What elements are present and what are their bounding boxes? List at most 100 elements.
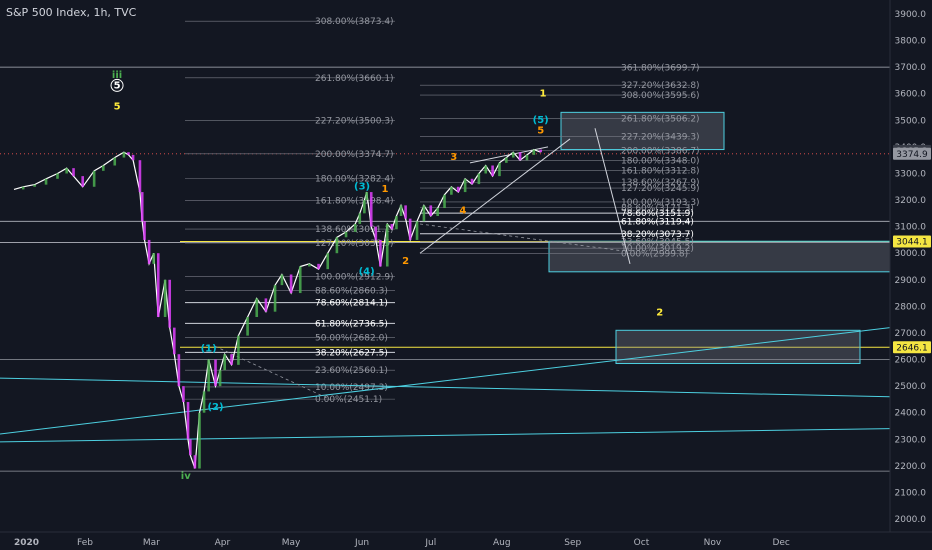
- y-tick-label: 3300.0: [895, 169, 927, 179]
- y-tick-label: 3900.0: [895, 10, 927, 20]
- target-zone-mid: [548, 240, 891, 273]
- price-candle: [237, 335, 240, 365]
- price-candle: [363, 200, 366, 214]
- price-candle: [374, 226, 378, 240]
- price-candle: [477, 173, 481, 185]
- projection-line: [594, 128, 631, 264]
- channel-line: [0, 377, 891, 398]
- price-candle: [81, 176, 84, 187]
- fib-right-label: 227.20%(3439.3): [621, 133, 700, 143]
- price-candle: [273, 285, 277, 312]
- wave-label: 3: [450, 152, 457, 163]
- wave-label: 4: [459, 205, 466, 216]
- price-candle: [56, 173, 59, 179]
- fib-left-label: 180.00%(3282.4): [315, 174, 394, 184]
- wave-label: (1): [201, 344, 217, 355]
- price-candle: [298, 266, 302, 294]
- wave-label: iv: [181, 471, 191, 482]
- price-candle: [280, 274, 284, 286]
- price-candle: [140, 192, 144, 222]
- price-candle: [92, 170, 96, 187]
- price-label-box: [893, 235, 931, 248]
- fib-right-label: 327.20%(3632.8): [621, 81, 700, 91]
- y-tick-label: 2800.0: [895, 302, 927, 312]
- price-axis-background: [890, 0, 932, 550]
- price-candle: [44, 178, 48, 185]
- fib-left-label: 127.20%(3038.5): [315, 239, 394, 249]
- price-candle: [218, 370, 222, 387]
- fib-left-label: 50.00%(2682.0): [315, 334, 388, 344]
- fib-left-label: 61.80%(2736.5): [315, 319, 388, 329]
- price-candle: [379, 239, 382, 267]
- fib-left-label: 10.00%(2497.3): [315, 383, 388, 393]
- price-candle: [186, 402, 190, 440]
- wave-label: iii: [112, 70, 122, 81]
- price-candle: [308, 263, 311, 267]
- fib-left-label: 0.00%(2451.1): [315, 395, 382, 405]
- y-tick-label: 3000.0: [895, 249, 927, 259]
- price-candle: [369, 192, 373, 227]
- price-candle: [214, 359, 217, 387]
- dashed-connector: [419, 223, 621, 251]
- fib-right-label: 127.20%(3245.9): [621, 184, 700, 194]
- y-tick-label: 2200.0: [895, 462, 927, 472]
- price-candle: [163, 279, 167, 317]
- price-candle: [385, 223, 389, 267]
- price-candle: [21, 186, 25, 190]
- price-candle: [390, 223, 394, 230]
- price-label-box: [893, 341, 931, 354]
- price-candle: [138, 160, 142, 193]
- price-candle: [65, 168, 68, 174]
- price-candle: [182, 386, 185, 403]
- y-tick-label: 2900.0: [895, 276, 927, 286]
- price-candle: [404, 205, 407, 219]
- price-candle: [230, 354, 233, 365]
- price-candle: [131, 154, 135, 161]
- wave-label: 2: [656, 308, 663, 319]
- wave-label: (3): [354, 181, 370, 192]
- fib-right-label: 261.80%(3506.2): [621, 115, 700, 125]
- fib-left-label: 88.60%(2860.3): [315, 286, 388, 296]
- time-axis[interactable]: 2020 Feb Mar Apr May Jun Jul Aug Sep Oct Nov Dec: [14, 538, 790, 548]
- price-candle: [518, 152, 522, 161]
- price-candle: [539, 149, 542, 153]
- wave-label: 5: [114, 80, 121, 91]
- wave-label-circle: [110, 78, 124, 92]
- price-candle: [198, 412, 201, 469]
- price-candle: [443, 194, 446, 209]
- wave-label: 5: [114, 102, 121, 113]
- fib-right-label: 308.00%(3595.6): [621, 91, 700, 101]
- fib-right-label: 0.00%(2999.8): [621, 249, 688, 259]
- x-tick-label: Jun: [354, 538, 369, 548]
- y-tick-label: 3200.0: [895, 196, 927, 206]
- y-tick-label: 3700.0: [895, 63, 927, 73]
- price-candle: [415, 221, 419, 240]
- fib-left-label: 308.00%(3873.4): [315, 17, 394, 27]
- price-candle: [102, 165, 105, 171]
- y-tick-label: 2100.0: [895, 488, 927, 498]
- y-tick-label: 2000.0: [895, 515, 927, 525]
- price-candle: [470, 178, 474, 185]
- fib-right-label: 138.60%(3267.9): [621, 178, 700, 188]
- price-candle: [463, 178, 467, 193]
- price-label: 3044.1: [896, 238, 928, 248]
- price-candle: [408, 218, 412, 240]
- plot-background: [0, 0, 890, 550]
- price-candle: [491, 165, 494, 177]
- price-candle: [223, 354, 226, 371]
- price-candle: [33, 184, 36, 187]
- y-tick-label: 2700.0: [895, 329, 927, 339]
- fib-right-label: 200.00%(3386.7): [621, 147, 700, 157]
- price-candle: [422, 205, 426, 222]
- price-label: 2646.1: [896, 343, 928, 353]
- target-zones: [548, 111, 891, 365]
- x-tick-label: Jul: [424, 538, 436, 548]
- price-candle: [189, 439, 192, 456]
- fib-right-label: 10.00%(3019.2): [621, 244, 694, 254]
- chart-title: S&P 500 Index, 1h, TVC: [6, 6, 137, 19]
- fib-right-label: 361.80%(3699.7): [621, 63, 700, 73]
- price-candle: [246, 317, 249, 336]
